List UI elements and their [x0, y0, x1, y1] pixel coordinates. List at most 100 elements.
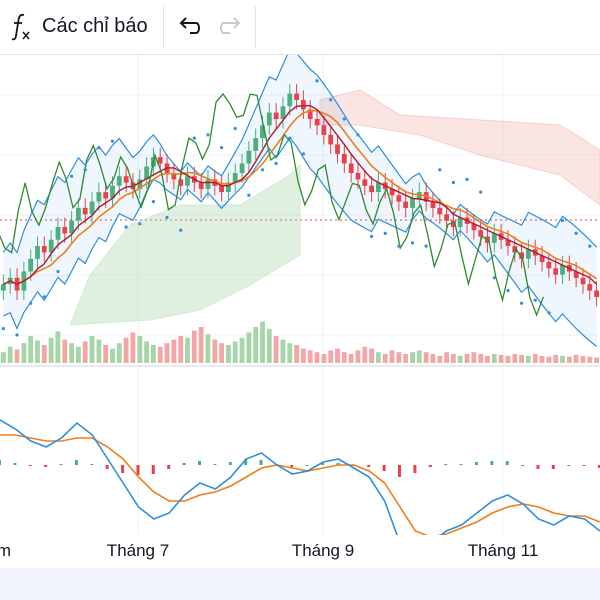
macd-histogram-bar	[305, 465, 309, 466]
volume-bar	[226, 345, 231, 363]
candle-body	[55, 227, 61, 240]
candle-body	[471, 223, 477, 231]
parabolic-sar-dot	[83, 168, 87, 172]
parabolic-sar-dot	[315, 79, 319, 83]
macd-histogram-bar	[521, 465, 525, 466]
volume-bar	[21, 343, 27, 363]
candle-body	[376, 182, 381, 192]
volume-bar	[566, 356, 572, 363]
macd-histogram-bar	[198, 461, 201, 465]
volume-bar	[116, 343, 122, 363]
volume-bar	[382, 354, 388, 363]
macd-histogram-bar	[413, 465, 417, 473]
indicators-button[interactable]: Các chỉ báo	[0, 0, 170, 54]
candle-body	[41, 246, 47, 253]
volume-bar	[403, 354, 409, 363]
volume-bar	[307, 350, 313, 363]
volume-bar	[144, 341, 149, 363]
candle-body	[253, 138, 259, 151]
volume-bar	[82, 341, 88, 363]
volume-bar	[587, 356, 593, 363]
macd-histogram-bar	[44, 465, 48, 467]
toolbar-separator	[163, 6, 164, 48]
macd-histogram-bar	[582, 465, 586, 466]
volume-bar	[314, 352, 320, 363]
parabolic-sar-dot	[29, 301, 33, 305]
macd-histogram-bar	[259, 460, 263, 465]
macd-histogram-bar	[321, 463, 325, 465]
parabolic-sar-dot	[410, 241, 415, 245]
macd-histogram-bar	[13, 463, 17, 465]
candle-body	[437, 207, 443, 215]
candle-body	[430, 201, 436, 208]
volume-bar	[539, 355, 545, 363]
volume-bar	[41, 345, 47, 363]
candle-body	[580, 277, 586, 285]
macd-histogram-bar	[105, 465, 109, 469]
candle-body	[260, 125, 265, 139]
x-axis-label: Tháng 9	[291, 541, 355, 560]
volume-bar	[273, 336, 279, 363]
volume-bar	[423, 352, 429, 363]
volume-bar	[14, 349, 20, 363]
volume-bar	[130, 332, 136, 363]
parabolic-sar-dot	[206, 133, 210, 137]
undo-icon[interactable]	[176, 15, 202, 39]
macd-histogram-bar	[28, 465, 32, 466]
volume-bar	[478, 354, 484, 363]
parabolic-sar-dot	[506, 288, 510, 293]
volume-bar	[35, 340, 40, 363]
candle-body	[226, 182, 231, 192]
macd-histogram-bar	[336, 463, 340, 465]
volume-bar	[212, 339, 218, 363]
macd-histogram-bar	[551, 465, 555, 469]
macd-histogram-bar	[228, 462, 232, 465]
candle-body	[491, 233, 497, 243]
parabolic-sar-dot	[465, 177, 469, 181]
volume-bar	[96, 339, 102, 363]
redo-icon[interactable]	[218, 15, 244, 39]
candle-body	[205, 179, 211, 189]
volume-bar	[178, 336, 184, 363]
price-chart[interactable]	[0, 55, 600, 535]
candle-body	[403, 201, 409, 208]
candle-body	[539, 255, 545, 262]
volume-bar	[546, 356, 552, 363]
macd-histogram-bar	[459, 464, 463, 465]
volume-bar	[457, 355, 463, 363]
macd-histogram-bar	[59, 464, 63, 465]
parabolic-sar-dot	[179, 228, 183, 232]
candle-body	[28, 258, 34, 272]
volume-bar	[191, 330, 197, 363]
bollinger-lower	[3, 136, 597, 347]
volume-bar	[491, 354, 497, 363]
volume-bar	[444, 352, 449, 363]
parabolic-sar-dot	[15, 333, 19, 337]
macd-histogram-bar	[382, 465, 386, 471]
parabolic-sar-dot	[110, 139, 115, 143]
macd-histogram-bar	[428, 465, 432, 467]
macd-histogram-bar	[0, 460, 1, 465]
volume-bar	[123, 337, 129, 363]
candle-body	[505, 239, 511, 247]
candle-body	[35, 246, 40, 259]
candle-body	[396, 195, 402, 202]
volume-bar	[294, 345, 299, 363]
candle-body	[171, 173, 177, 180]
volume-bar	[369, 348, 374, 363]
parabolic-sar-dot	[438, 168, 442, 172]
volume-bar	[560, 355, 565, 363]
parabolic-sar-dot	[247, 193, 251, 197]
parabolic-sar-dot	[574, 231, 578, 235]
volume-bar	[157, 346, 163, 363]
parabolic-sar-dot	[533, 298, 537, 302]
parabolic-sar-dot	[479, 190, 483, 194]
moving-average-red	[3, 105, 598, 285]
volume-bar	[301, 348, 306, 363]
parabolic-sar-dot	[560, 219, 565, 223]
candle-body	[185, 176, 190, 186]
parabolic-sar-dot	[97, 146, 101, 150]
candle-body	[341, 153, 347, 164]
toolbar-separator	[255, 6, 256, 48]
volume-bar	[471, 352, 477, 363]
